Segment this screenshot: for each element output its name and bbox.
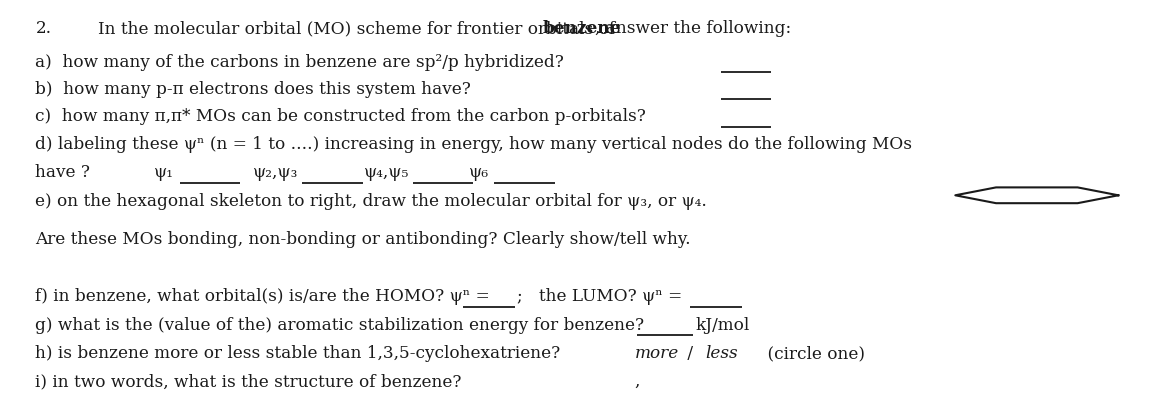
Text: more: more bbox=[635, 345, 680, 362]
Text: i) in two words, what is the structure of benzene?: i) in two words, what is the structure o… bbox=[35, 373, 479, 390]
Text: ;   the LUMO? ψⁿ =: ; the LUMO? ψⁿ = bbox=[517, 288, 688, 305]
Text: f) in benzene, what orbital(s) is/are the HOMO? ψⁿ =: f) in benzene, what orbital(s) is/are th… bbox=[35, 288, 496, 305]
Text: c)  how many π,π* MOs can be constructed from the carbon p-orbitals?: c) how many π,π* MOs can be constructed … bbox=[35, 108, 646, 125]
Text: Are these MOs bonding, non-bonding or antibonding? Clearly show/tell why.: Are these MOs bonding, non-bonding or an… bbox=[35, 231, 691, 248]
Text: kJ/mol: kJ/mol bbox=[696, 317, 750, 334]
Text: ψ₄,ψ₅: ψ₄,ψ₅ bbox=[364, 164, 410, 181]
Text: ,: , bbox=[634, 373, 639, 390]
Text: ψ₆: ψ₆ bbox=[468, 164, 489, 181]
Text: less: less bbox=[706, 345, 737, 362]
Text: have ?: have ? bbox=[35, 164, 90, 181]
Text: ψ₁: ψ₁ bbox=[154, 164, 174, 181]
Text: /: / bbox=[682, 345, 698, 362]
Text: 2.: 2. bbox=[35, 20, 51, 37]
Text: h) is benzene more or less stable than 1,3,5-cyclohexatriene?: h) is benzene more or less stable than 1… bbox=[35, 345, 577, 362]
Text: ψ₂,ψ₃: ψ₂,ψ₃ bbox=[253, 164, 298, 181]
Text: b)  how many p-π electrons does this system have?: b) how many p-π electrons does this syst… bbox=[35, 81, 472, 98]
Text: benzene: benzene bbox=[542, 20, 620, 37]
Text: g) what is the (value of the) aromatic stabilization energy for benzene?: g) what is the (value of the) aromatic s… bbox=[35, 317, 645, 334]
Text: (circle one): (circle one) bbox=[745, 345, 865, 362]
Text: d) labeling these ψⁿ (n = 1 to ....) increasing in energy, how many vertical nod: d) labeling these ψⁿ (n = 1 to ....) inc… bbox=[35, 135, 913, 152]
Text: In the molecular orbital (MO) scheme for frontier orbitals of: In the molecular orbital (MO) scheme for… bbox=[98, 20, 621, 37]
Text: , answer the following:: , answer the following: bbox=[596, 20, 791, 37]
Text: e) on the hexagonal skeleton to right, draw the molecular orbital for ψ₃, or ψ₄.: e) on the hexagonal skeleton to right, d… bbox=[35, 192, 707, 209]
Text: a)  how many of the carbons in benzene are sp²/p hybridized?: a) how many of the carbons in benzene ar… bbox=[35, 53, 564, 70]
